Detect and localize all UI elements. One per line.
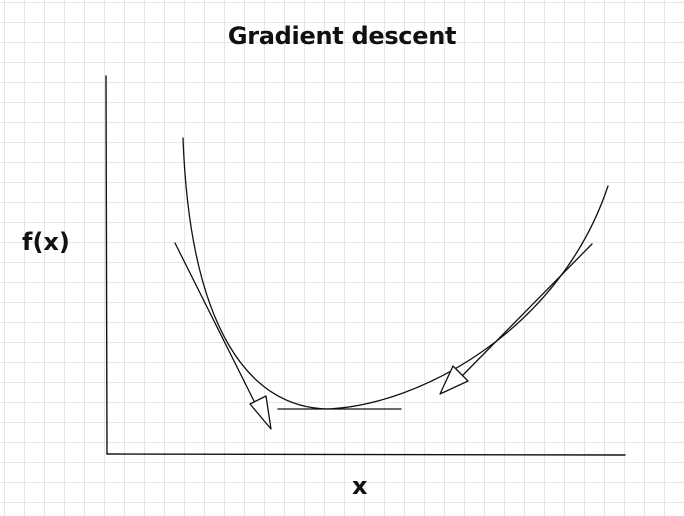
diagram-title: Gradient descent: [227, 22, 457, 50]
x-axis: [106, 453, 626, 456]
left-tangent-line: [174, 242, 255, 402]
function-curve: [182, 137, 609, 410]
y-axis-label: f(x): [22, 228, 70, 256]
right-descent-arrow-icon: [439, 365, 469, 395]
y-axis: [105, 75, 108, 455]
left-descent-arrow-icon: [249, 395, 272, 430]
x-axis-label: x: [352, 472, 368, 500]
right-tangent-line: [461, 243, 593, 377]
